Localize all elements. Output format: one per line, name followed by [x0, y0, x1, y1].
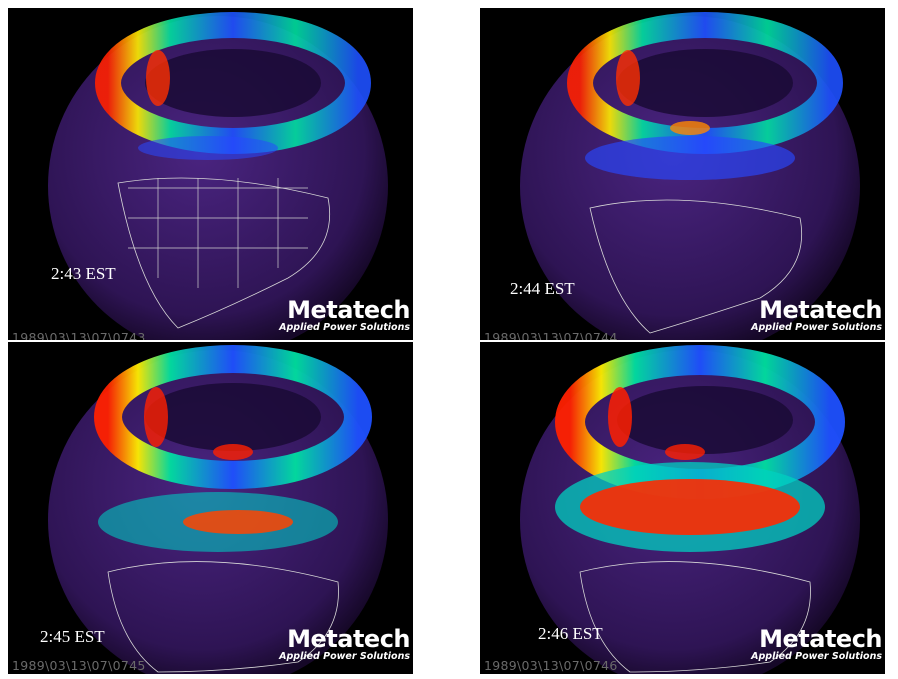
globe-panel-0745: 2:45 EST Metatech Applied Power Solution…	[8, 342, 413, 674]
timestamp: 1989\03\13\07\0746	[484, 658, 618, 673]
time-label: 2:43 EST	[51, 264, 116, 283]
timestamp: 1989\03\13\07\0744	[484, 330, 618, 340]
globe-map-image	[520, 12, 860, 340]
logo-subtitle: Applied Power Solutions	[279, 322, 410, 333]
metatech-logo: Metatech Applied Power Solutions	[279, 298, 410, 333]
metatech-logo: Metatech Applied Power Solutions	[751, 298, 882, 333]
logo-subtitle: Applied Power Solutions	[751, 651, 882, 662]
logo-text: Metatech	[287, 296, 410, 324]
timestamp: 1989\03\13\07\0743	[12, 330, 146, 340]
time-label: 2:45 EST	[40, 627, 105, 646]
time-label: 2:46 EST	[538, 624, 603, 643]
timestamp: 1989\03\13\07\0745	[12, 658, 146, 673]
globe-panel-0743: 2:43 EST Metatech Applied Power Solution…	[8, 8, 413, 340]
logo-subtitle: Applied Power Solutions	[279, 651, 410, 662]
logo-text: Metatech	[759, 625, 882, 653]
globe-map-image	[48, 12, 388, 340]
metatech-logo: Metatech Applied Power Solutions	[751, 627, 882, 662]
metatech-logo: Metatech Applied Power Solutions	[279, 627, 410, 662]
logo-text: Metatech	[759, 296, 882, 324]
globe-panel-0744: 2:44 EST Metatech Applied Power Solution…	[480, 8, 885, 340]
logo-text: Metatech	[287, 625, 410, 653]
globe-panel-0746: 2:46 EST Metatech Applied Power Solution…	[480, 342, 885, 674]
globe-map-image	[48, 345, 388, 674]
time-label: 2:44 EST	[510, 279, 575, 298]
logo-subtitle: Applied Power Solutions	[751, 322, 882, 333]
globe-map-image	[520, 345, 860, 674]
